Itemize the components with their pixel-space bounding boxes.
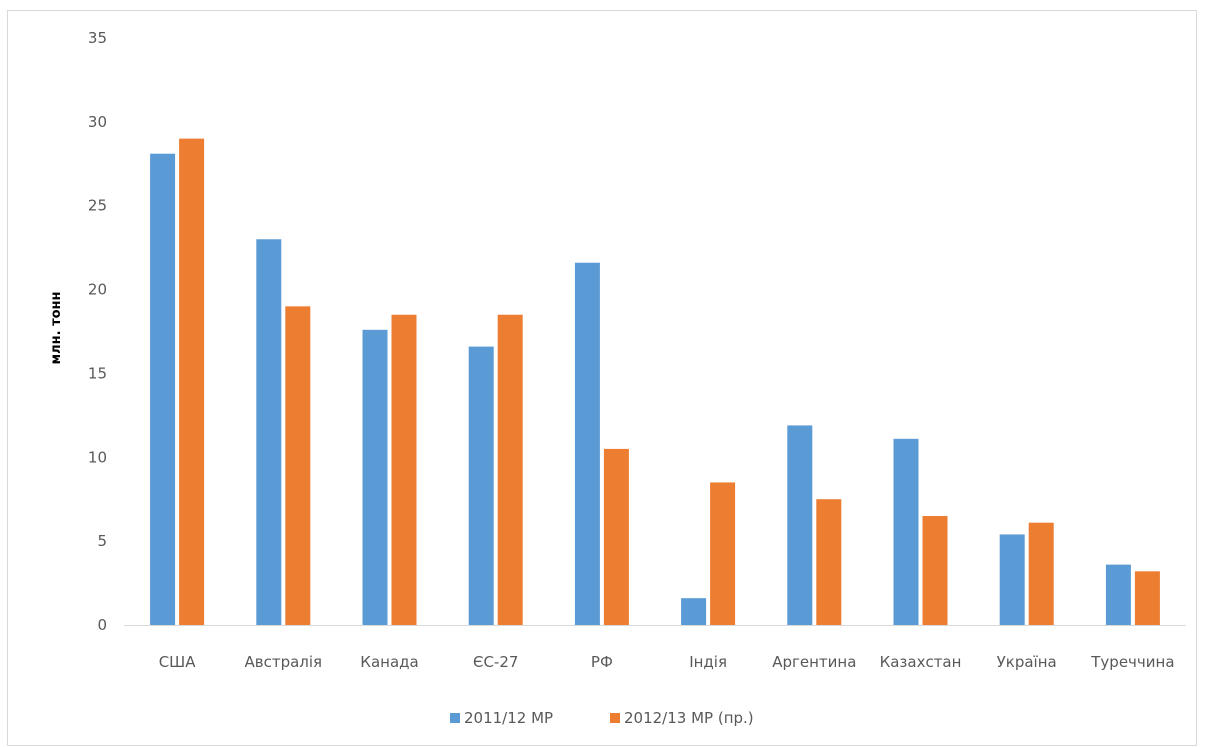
bar-series2 — [922, 515, 948, 625]
bars-group — [150, 138, 1160, 626]
y-tick-label: 30 — [88, 113, 107, 131]
bar-series1 — [468, 346, 494, 625]
y-tick-label: 15 — [88, 364, 107, 382]
bar-series1 — [893, 438, 919, 625]
category-label: Україна — [997, 653, 1057, 671]
category-label: Аргентина — [772, 653, 856, 671]
category-label: РФ — [591, 653, 613, 671]
category-label: Канада — [360, 653, 418, 671]
category-labels: США Австралія Канада ЄС-27 РФ Індія Аргентина К… — [159, 653, 1175, 671]
bar-series2 — [1028, 522, 1054, 625]
y-axis-ticks: 0 5 10 15 20 25 30 35 — [88, 29, 107, 634]
y-tick-label: 20 — [88, 281, 107, 299]
bar-series2 — [1134, 571, 1160, 625]
bar-series2 — [497, 314, 523, 625]
bar-series2 — [391, 314, 417, 625]
y-tick-label: 25 — [88, 197, 107, 215]
bar-series2 — [816, 499, 842, 625]
bar-series1 — [574, 262, 600, 625]
bar-series1 — [999, 534, 1025, 625]
bar-series2 — [603, 448, 629, 625]
bar-series1 — [256, 239, 282, 625]
legend-label: 2011/12 МР — [464, 709, 553, 727]
category-label: Індія — [689, 653, 727, 671]
bar-series2 — [285, 306, 311, 625]
category-label: Казахстан — [880, 653, 962, 671]
y-tick-label: 0 — [97, 616, 107, 634]
y-axis-label: млн. тонн — [49, 291, 64, 364]
bar-series1 — [681, 598, 707, 625]
category-label: Туреччина — [1090, 653, 1174, 671]
bar-series1 — [362, 329, 388, 625]
legend-label: 2012/13 МР (пр.) — [624, 709, 754, 727]
category-label: США — [159, 653, 197, 671]
category-label: ЄС-27 — [473, 653, 518, 671]
legend-swatch — [450, 713, 460, 723]
bar-series1 — [787, 425, 813, 625]
y-tick-label: 35 — [88, 29, 107, 47]
bar-series2 — [710, 482, 736, 625]
bar-series2 — [179, 138, 205, 625]
category-label: Австралія — [245, 653, 323, 671]
bar-series1 — [1105, 564, 1131, 625]
chart-frame — [7, 10, 1197, 746]
y-tick-label: 10 — [88, 448, 107, 466]
y-tick-label: 5 — [97, 532, 107, 550]
legend: 2011/12 МР 2012/13 МР (пр.) — [450, 709, 754, 727]
legend-swatch — [610, 713, 620, 723]
bar-series1 — [150, 153, 176, 626]
